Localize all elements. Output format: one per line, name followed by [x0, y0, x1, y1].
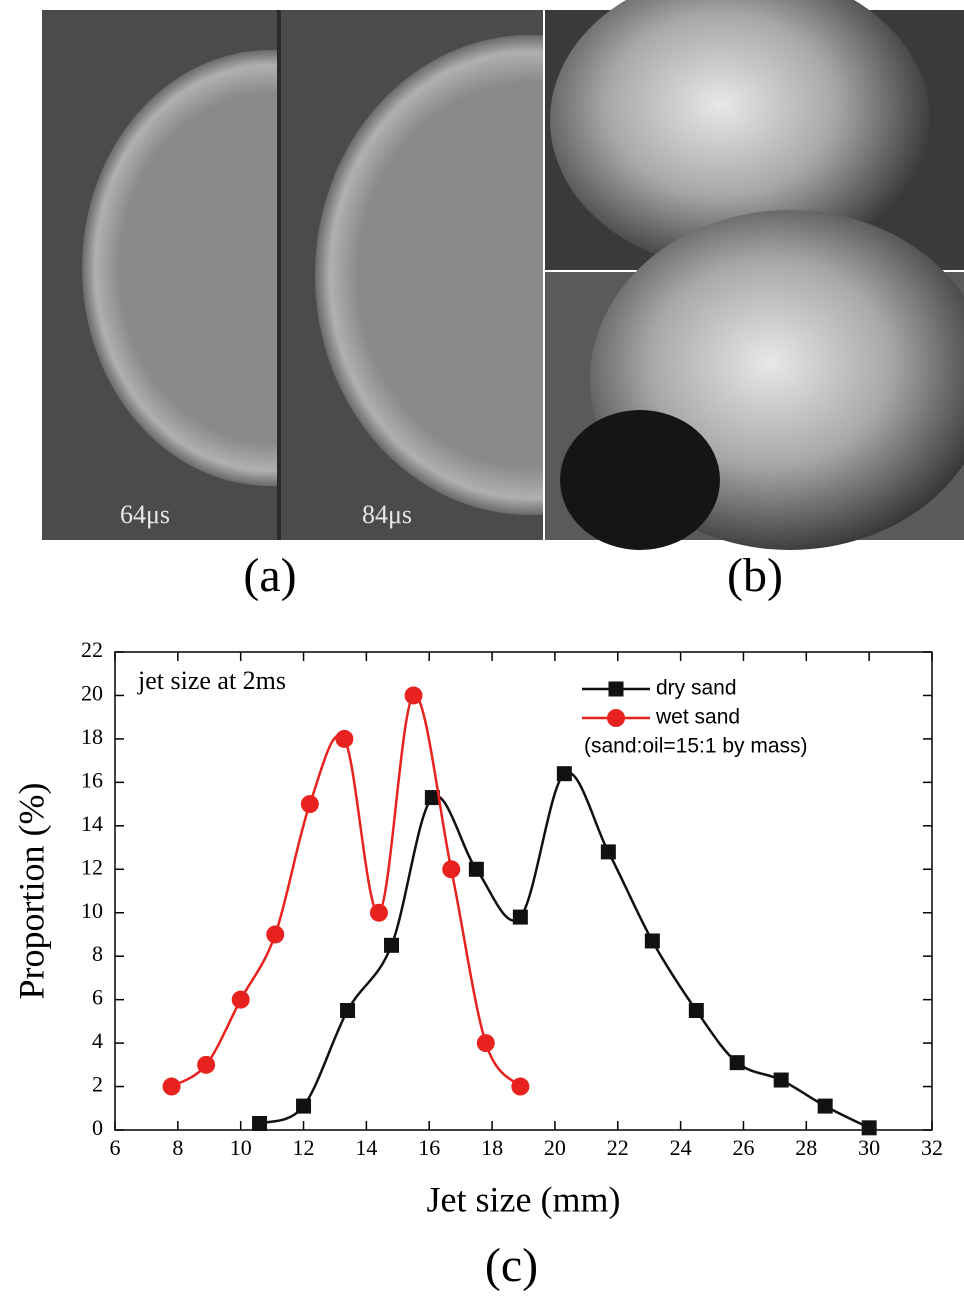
marker	[644, 933, 660, 949]
x-tick-label: 12	[293, 1135, 315, 1160]
y-tick-label: 14	[81, 811, 103, 836]
x-tick-label: 22	[607, 1135, 629, 1160]
x-tick-label: 10	[230, 1135, 252, 1160]
marker	[266, 925, 285, 944]
marker	[384, 937, 400, 953]
legend-marker	[607, 709, 625, 727]
series-line	[170, 694, 522, 1088]
marker	[300, 795, 319, 814]
marker	[231, 990, 250, 1009]
marker	[369, 903, 388, 922]
x-tick-label: 14	[355, 1135, 377, 1160]
x-tick-label: 24	[670, 1135, 692, 1160]
panel-label: (b)	[727, 549, 783, 602]
marker	[688, 1003, 704, 1018]
marker	[512, 909, 528, 925]
marker	[511, 1077, 530, 1096]
panel-b-photo	[545, 0, 964, 550]
panel-a-photo: 64μs 84μs	[42, 10, 543, 540]
marker	[773, 1072, 789, 1088]
y-tick-label: 10	[81, 898, 103, 923]
marker	[861, 1120, 877, 1136]
x-tick-label: 18	[481, 1135, 503, 1160]
marker	[556, 766, 572, 782]
y-tick-label: 6	[92, 985, 103, 1010]
marker	[340, 1003, 356, 1018]
marker	[162, 1077, 181, 1096]
marker	[729, 1055, 745, 1071]
marker	[442, 860, 461, 879]
x-tick-label: 26	[732, 1135, 754, 1160]
marker	[424, 790, 440, 806]
marker	[600, 844, 616, 860]
legend-label: wet sand	[655, 706, 740, 729]
x-tick-label: 16	[418, 1135, 440, 1160]
y-tick-label: 4	[92, 1028, 103, 1053]
marker	[468, 861, 484, 877]
marker	[817, 1098, 833, 1114]
panel-label: (c)	[485, 1239, 538, 1292]
plot-frame	[114, 651, 933, 1131]
x-tick-label: 6	[110, 1135, 121, 1160]
x-tick-label: 8	[172, 1135, 183, 1160]
frame-time: 84μs	[362, 500, 412, 529]
panel-label: (a)	[243, 549, 296, 602]
frame-time: 64μs	[120, 500, 170, 529]
legend-label: dry sand	[656, 677, 737, 700]
marker	[335, 729, 354, 748]
chart: 6 8 10 12 14 16 18 20 22 24 26 28 30 3202468101214161…	[11, 637, 943, 1292]
x-tick-label: 30	[858, 1135, 880, 1160]
marker	[197, 1055, 216, 1074]
marker	[252, 1115, 268, 1131]
x-tick-label: 32	[921, 1135, 943, 1160]
y-tick-label: 0	[92, 1115, 103, 1140]
legend-note: (sand:oil=15:1 by mass)	[584, 735, 808, 758]
y-tick-label: 2	[92, 1072, 103, 1097]
annotation: jet size at 2ms	[137, 666, 286, 695]
marker	[476, 1034, 495, 1053]
y-tick-label: 22	[81, 637, 103, 662]
y-axis-title: Proportion (%)	[11, 783, 51, 1000]
x-tick-label: 28	[795, 1135, 817, 1160]
y-tick-label: 20	[81, 681, 103, 706]
y-tick-label: 16	[81, 767, 103, 792]
legend-marker	[608, 681, 624, 697]
y-tick-label: 8	[92, 941, 103, 966]
y-tick-label: 18	[81, 724, 103, 749]
y-tick-label: 12	[81, 854, 103, 879]
marker	[296, 1098, 312, 1114]
x-tick-label: 20	[544, 1135, 566, 1160]
x-axis-title: Jet size (mm)	[427, 1179, 621, 1219]
marker	[404, 686, 423, 705]
